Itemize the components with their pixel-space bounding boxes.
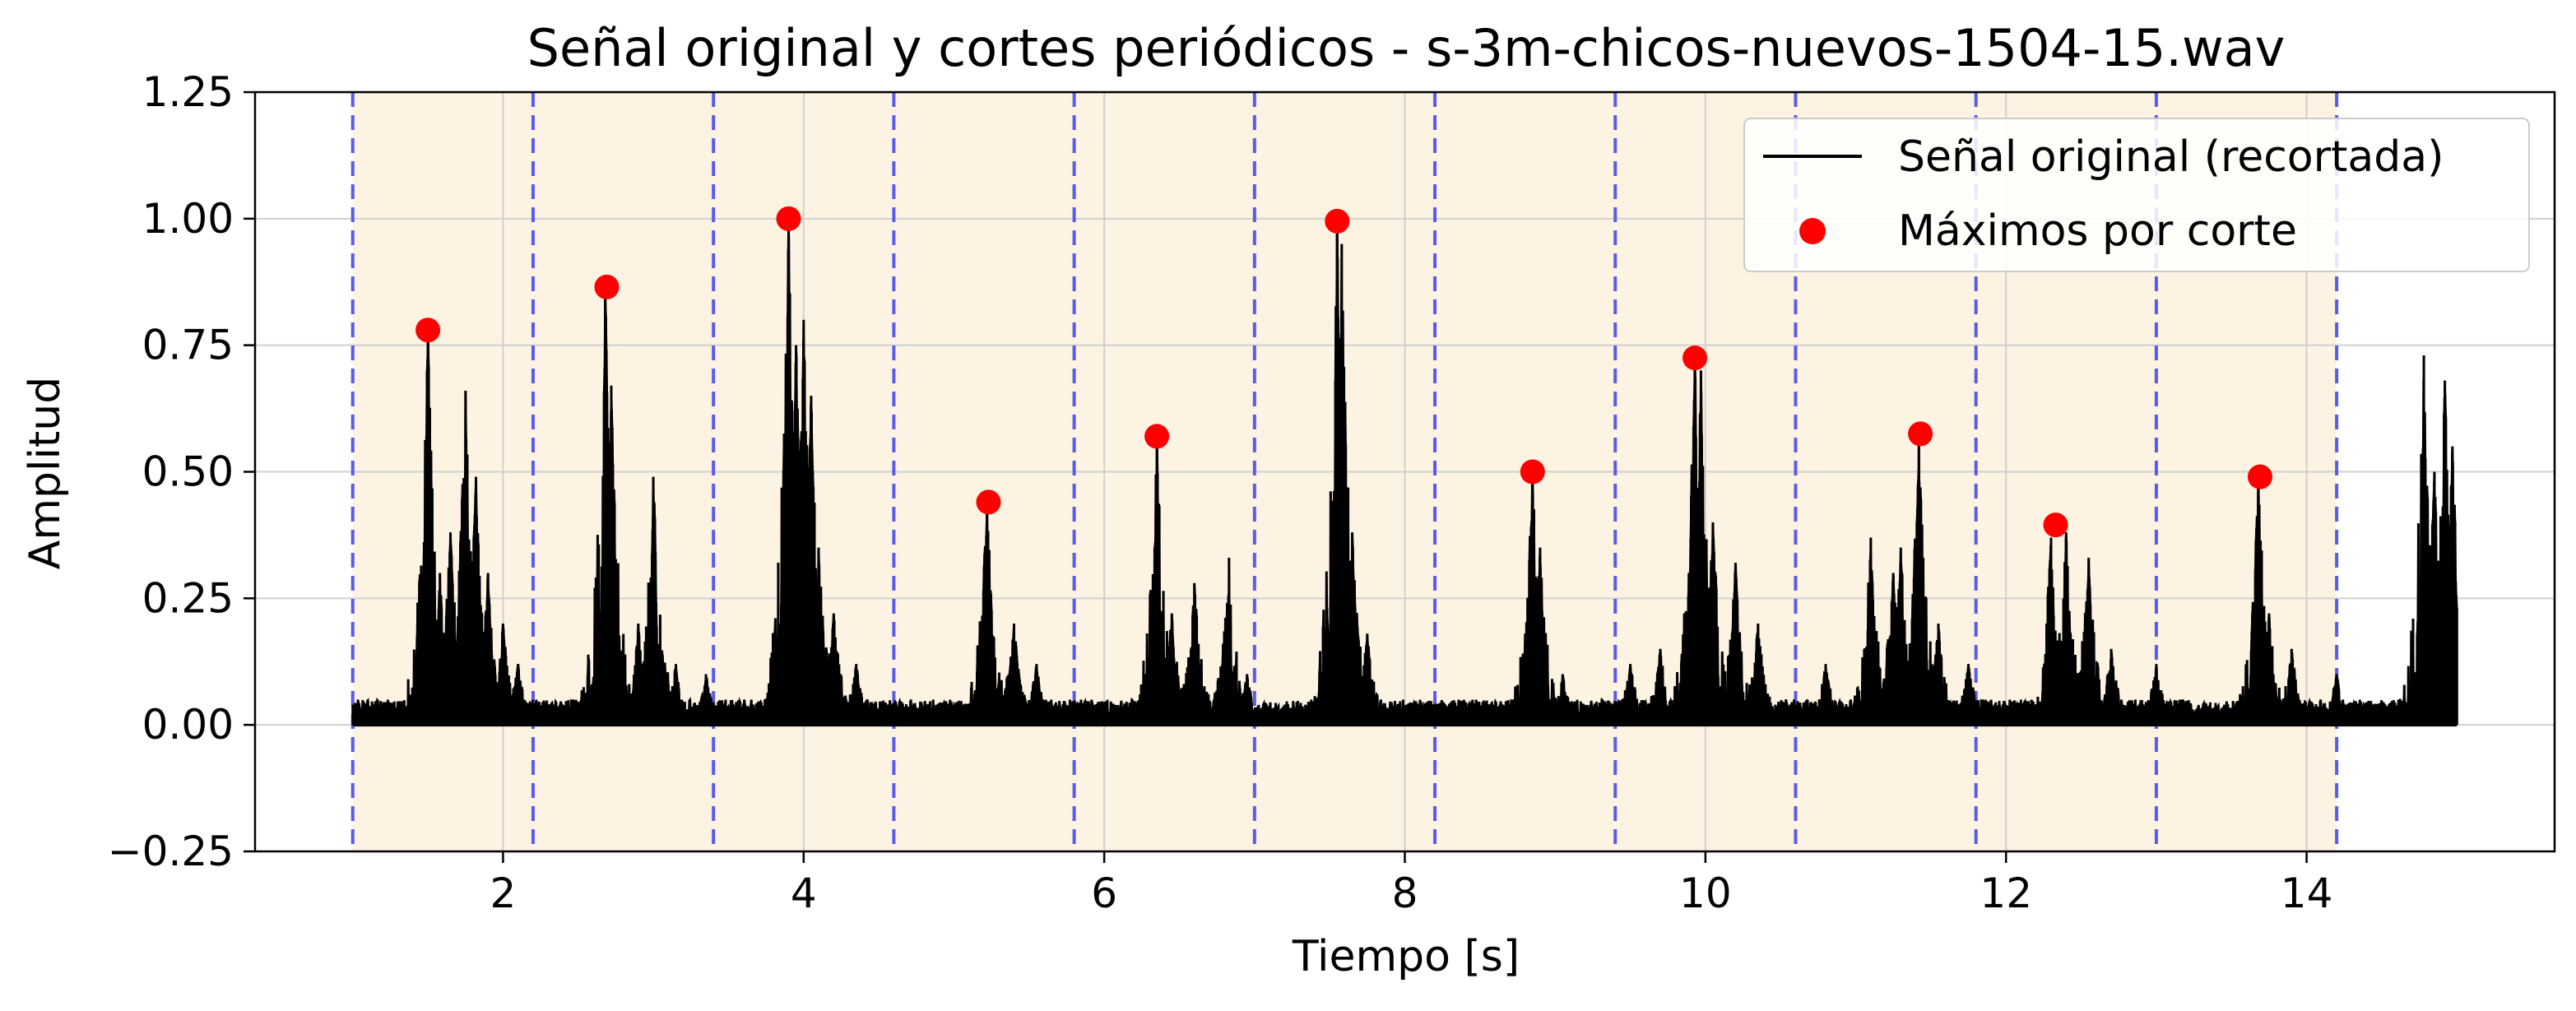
maxima-point (1520, 459, 1545, 485)
chart-title: Señal original y cortes periódicos - s-3… (527, 18, 2286, 78)
maxima-point (776, 206, 801, 231)
maxima-point (2247, 464, 2272, 489)
y-tick-label: −0.25 (108, 828, 234, 875)
x-tick-label: 4 (791, 870, 817, 917)
legend-marker-swatch (1799, 218, 1826, 244)
maxima-point (1325, 208, 1350, 234)
x-tick-label: 2 (490, 870, 517, 917)
y-tick-label: 0.25 (142, 574, 234, 622)
legend: Señal original (recortada) Máximos por c… (1743, 118, 2530, 272)
x-ticks-group: 2 4 6 8 10 12 14 (490, 851, 2333, 917)
x-tick-label: 10 (1679, 870, 1732, 917)
maxima-point (1144, 424, 1170, 449)
maxima-point (415, 318, 441, 343)
maxima-point (1683, 346, 1708, 371)
x-tick-label: 6 (1091, 870, 1117, 917)
maxima-point (1908, 421, 1933, 447)
y-axis-label: Amplitud (21, 377, 70, 569)
y-tick-label: 0.00 (142, 701, 234, 749)
legend-entry-signal: Señal original (recortada) (1898, 132, 2444, 182)
x-tick-label: 14 (2281, 870, 2333, 917)
legend-box (1743, 118, 2530, 272)
signal-line (351, 218, 2458, 720)
x-axis-label: Tiempo [s] (1292, 932, 1520, 981)
y-tick-label: 1.25 (142, 68, 234, 116)
x-tick-label: 12 (1980, 870, 2032, 917)
y-tick-label: 0.75 (142, 322, 234, 369)
legend-entry-maxima: Máximos por corte (1898, 206, 2297, 256)
x-tick-label: 8 (1392, 870, 1418, 917)
maxima-group (415, 206, 2272, 538)
y-ticks-group: −0.25 0.00 0.25 0.50 0.75 1.00 1.25 (108, 68, 255, 875)
y-tick-label: 0.50 (142, 448, 234, 496)
signal-group (351, 218, 2458, 727)
y-tick-label: 1.00 (142, 195, 234, 243)
maxima-point (2043, 512, 2068, 538)
maxima-point (594, 274, 620, 299)
maxima-point (976, 489, 1001, 515)
